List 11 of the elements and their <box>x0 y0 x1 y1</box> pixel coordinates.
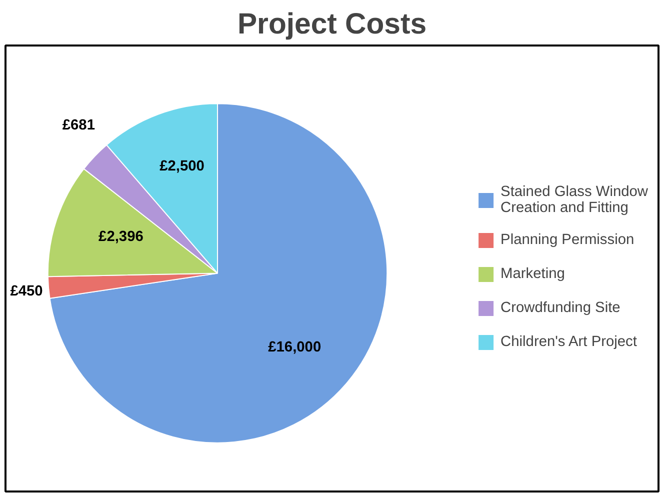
data-label: £2,500 <box>160 158 204 175</box>
legend-label: Marketing <box>500 266 565 282</box>
legend-label: Crowdfunding Site <box>500 300 620 316</box>
data-label: £450 <box>10 283 43 300</box>
data-label: £2,396 <box>98 229 144 246</box>
legend-label: Children's Art Project <box>500 334 637 350</box>
chart-title: Project Costs <box>237 8 427 40</box>
legend-label: Stained Glass Window Creation and Fitting <box>500 184 648 216</box>
data-label: £681 <box>62 117 95 134</box>
data-label: £16,000 <box>268 340 322 356</box>
legend-label: Planning Permission <box>500 232 634 248</box>
